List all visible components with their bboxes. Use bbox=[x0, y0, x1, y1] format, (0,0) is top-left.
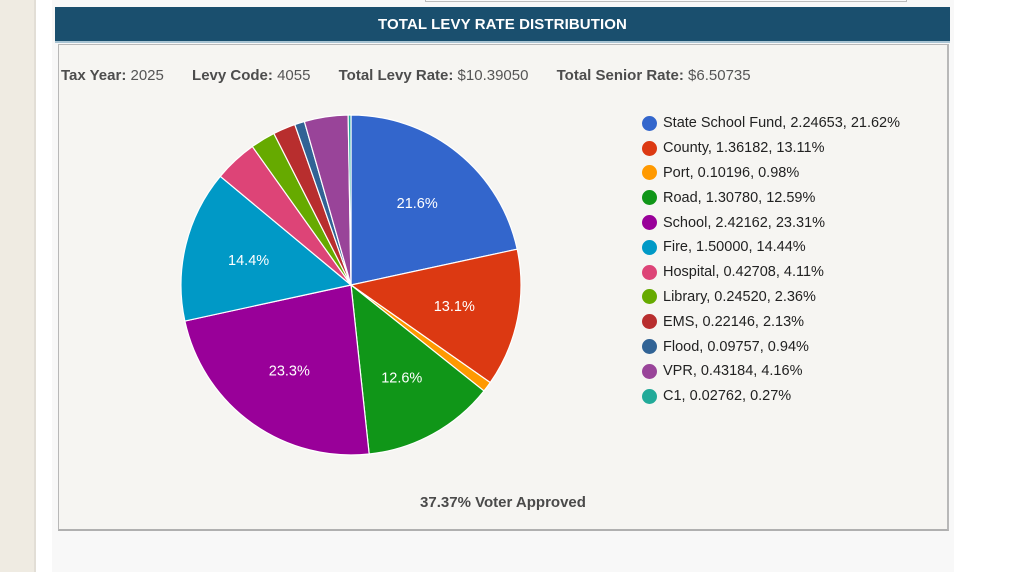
top-input-edge bbox=[425, 0, 907, 2]
levy-code: Levy Code: 4055 bbox=[192, 67, 315, 84]
legend-item[interactable]: State School Fund, 2.24653, 21.62% bbox=[642, 111, 900, 136]
legend-item[interactable]: Hospital, 0.42708, 4.11% bbox=[642, 260, 900, 285]
total-levy-rate: Total Levy Rate: $10.39050 bbox=[339, 67, 533, 84]
levy-code-label: Levy Code: bbox=[192, 67, 273, 84]
slice-label-road: 12.6% bbox=[381, 370, 422, 386]
tax-year: Tax Year: 2025 bbox=[61, 67, 168, 84]
legend-swatch-icon bbox=[642, 165, 657, 181]
legend-swatch-icon bbox=[642, 115, 657, 131]
legend-item[interactable]: Library, 0.24520, 2.36% bbox=[642, 285, 900, 310]
legend-label: VPR, 0.43184, 4.16% bbox=[663, 363, 803, 380]
legend-swatch-icon bbox=[642, 339, 657, 355]
legend-item[interactable]: School, 2.42162, 23.31% bbox=[642, 210, 900, 235]
legend-swatch-icon bbox=[642, 140, 657, 156]
legend-swatch-icon bbox=[642, 190, 657, 206]
legend-item[interactable]: Port, 0.10196, 0.98% bbox=[642, 161, 900, 186]
legend-swatch-icon bbox=[642, 239, 657, 255]
pie-slice-county[interactable] bbox=[349, 248, 522, 384]
legend-item[interactable]: VPR, 0.43184, 4.16% bbox=[642, 359, 900, 384]
legend-label: C1, 0.02762, 0.27% bbox=[663, 388, 792, 405]
legend-swatch-icon bbox=[642, 363, 657, 379]
section-title: TOTAL LEVY RATE DISTRIBUTION bbox=[378, 15, 627, 33]
pie-slice-school[interactable] bbox=[184, 284, 370, 456]
left-rail bbox=[0, 0, 36, 572]
legend-label: School, 2.42162, 23.31% bbox=[663, 214, 826, 231]
slice-label-fire: 14.4% bbox=[228, 253, 269, 269]
slice-label-county: 13.1% bbox=[434, 299, 475, 315]
legend-item[interactable]: Road, 1.30780, 12.59% bbox=[642, 185, 900, 210]
chart-legend: State School Fund, 2.24653, 21.62% County… bbox=[642, 111, 900, 409]
slice-label-state-school-fund: 21.6% bbox=[397, 196, 438, 212]
legend-swatch-icon bbox=[642, 215, 657, 231]
legend-label: County, 1.36182, 13.11% bbox=[663, 140, 825, 157]
levy-code-value: 4055 bbox=[277, 67, 311, 84]
pie-slice-c1[interactable] bbox=[347, 114, 352, 286]
total-senior-rate: Total Senior Rate: $6.50735 bbox=[557, 67, 751, 84]
levy-chart-panel: Tax Year: 2025 Levy Code: 4055 Total Lev… bbox=[58, 44, 949, 531]
total-levy-rate-label: Total Levy Rate: bbox=[338, 67, 454, 84]
legend-label: Flood, 0.09757, 0.94% bbox=[663, 338, 809, 355]
legend-label: Port, 0.10196, 0.98% bbox=[663, 164, 800, 181]
levy-info-row: Tax Year: 2025 Levy Code: 4055 Total Lev… bbox=[61, 67, 775, 84]
legend-label: Fire, 1.50000, 14.44% bbox=[663, 239, 806, 256]
pie-slice-state-school-fund[interactable] bbox=[350, 114, 518, 286]
tax-year-value: 2025 bbox=[130, 67, 164, 84]
voter-approved-note: 37.37% Voter Approved bbox=[420, 494, 586, 511]
legend-item[interactable]: County, 1.36182, 13.11% bbox=[642, 136, 900, 161]
legend-swatch-icon bbox=[642, 388, 657, 404]
total-levy-rate-value: $10.39050 bbox=[457, 67, 529, 84]
pie-chart: 21.6% 13.1% 12.6% 23.3% 14.4% bbox=[180, 114, 522, 456]
legend-swatch-icon bbox=[642, 289, 657, 305]
legend-swatch-icon bbox=[642, 314, 657, 330]
legend-label: State School Fund, 2.24653, 21.62% bbox=[663, 115, 901, 132]
legend-swatch-icon bbox=[642, 264, 657, 280]
legend-label: Library, 0.24520, 2.36% bbox=[663, 288, 816, 305]
legend-item[interactable]: Fire, 1.50000, 14.44% bbox=[642, 235, 900, 260]
legend-label: Road, 1.30780, 12.59% bbox=[663, 189, 816, 206]
slice-label-school: 23.3% bbox=[269, 363, 310, 379]
legend-item[interactable]: Flood, 0.09757, 0.94% bbox=[642, 334, 900, 359]
total-senior-rate-value: $6.50735 bbox=[688, 67, 751, 84]
pie-slice-fire[interactable] bbox=[180, 175, 353, 322]
section-header: TOTAL LEVY RATE DISTRIBUTION bbox=[55, 7, 950, 43]
legend-label: Hospital, 0.42708, 4.11% bbox=[663, 264, 824, 281]
pie-slice-road[interactable] bbox=[350, 283, 485, 455]
legend-item[interactable]: C1, 0.02762, 0.27% bbox=[642, 384, 900, 409]
legend-label: EMS, 0.22146, 2.13% bbox=[663, 313, 805, 330]
total-senior-rate-label: Total Senior Rate: bbox=[556, 67, 684, 84]
tax-year-label: Tax Year: bbox=[61, 67, 127, 84]
legend-item[interactable]: EMS, 0.22146, 2.13% bbox=[642, 309, 900, 334]
